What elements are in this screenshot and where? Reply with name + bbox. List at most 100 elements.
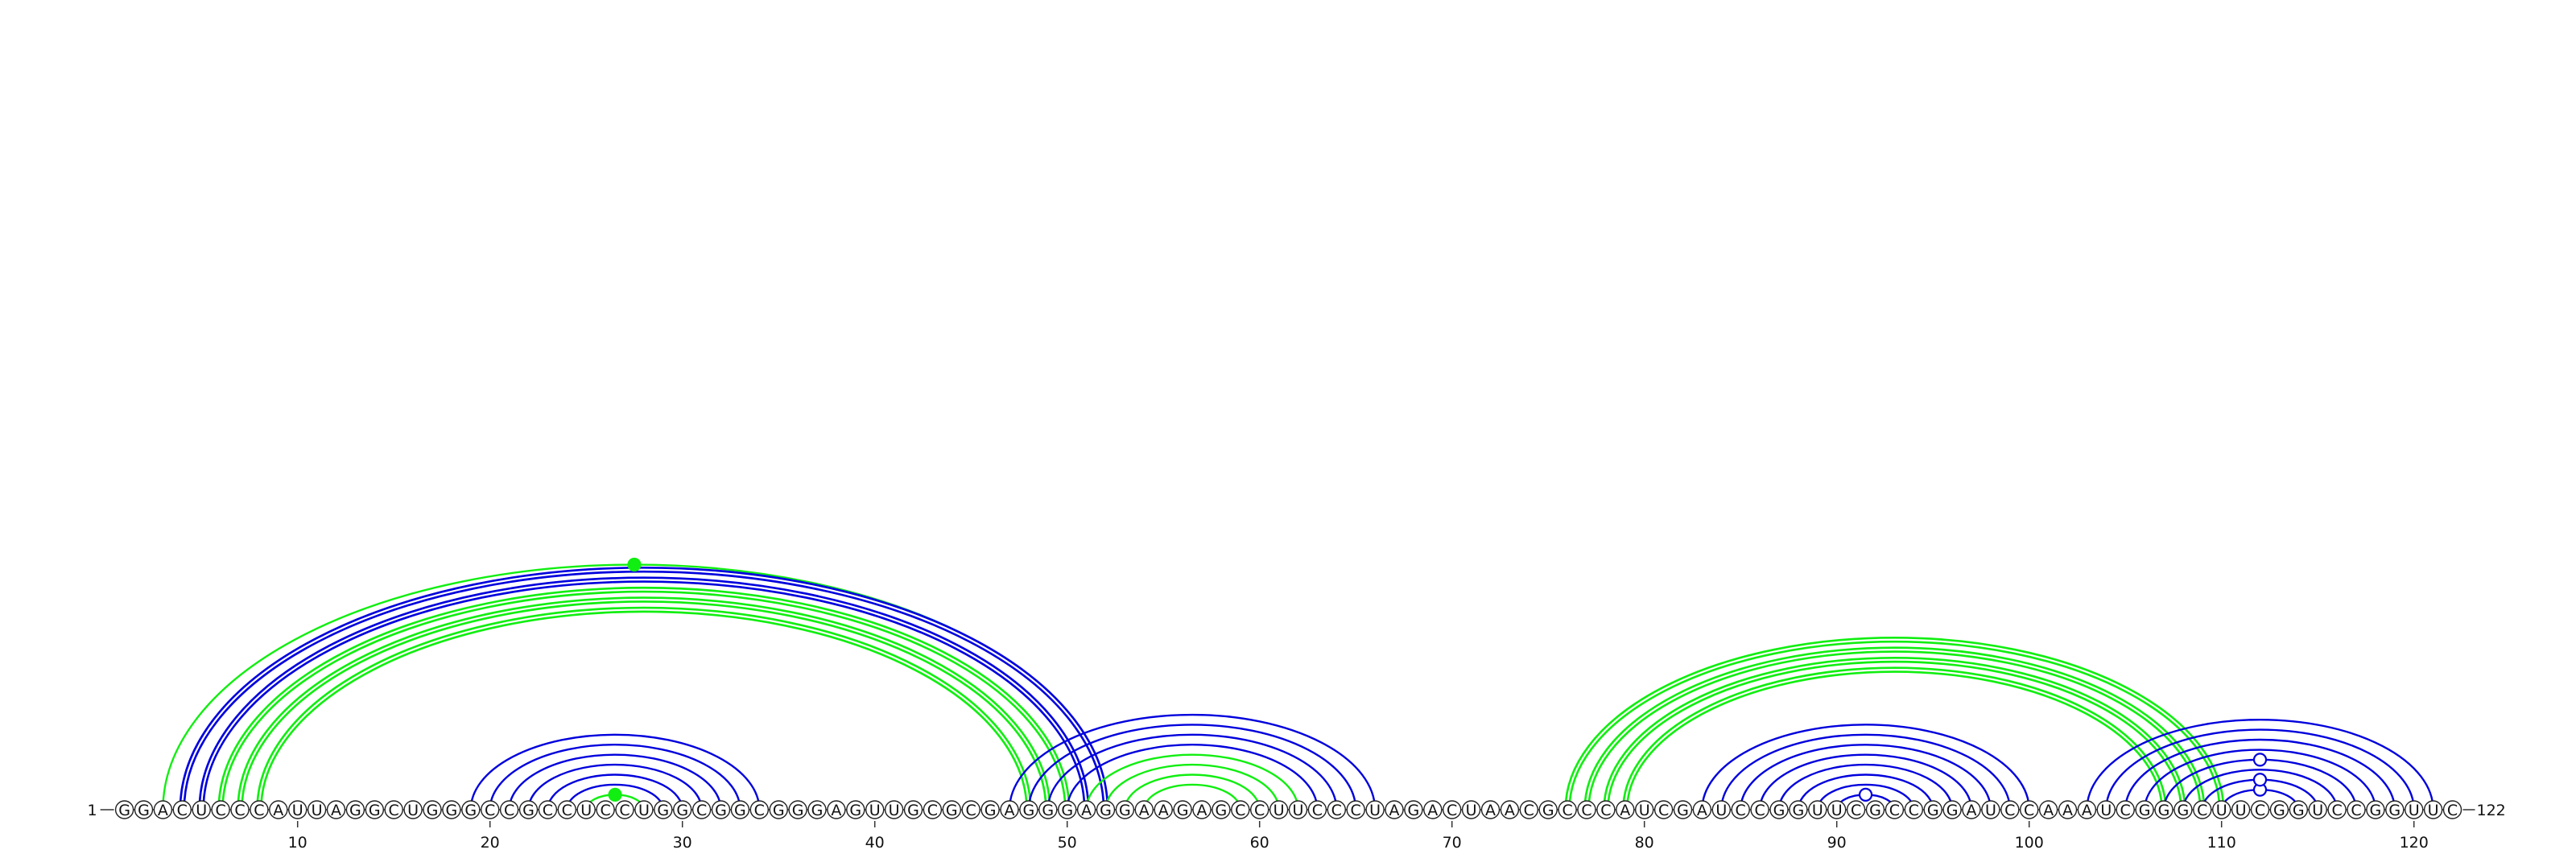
nucleotide: G — [365, 800, 384, 819]
nucleotide-letter: U — [2409, 802, 2420, 819]
arc-86-97 — [1758, 753, 1973, 811]
nucleotide-letter: A — [158, 802, 168, 819]
nucleotide-letter: A — [831, 802, 841, 819]
nucleotide: A — [269, 800, 288, 819]
nucleotide: C — [2327, 800, 2347, 819]
nucleotide: C — [538, 800, 558, 819]
nucleotide: U — [307, 800, 327, 819]
nucleotide: C — [1249, 800, 1269, 819]
nucleotide-circle — [557, 800, 576, 819]
nucleotide: C — [749, 800, 769, 819]
nucleotide: C — [557, 800, 576, 819]
nucleotide-circle — [634, 800, 654, 819]
nucleotide: G — [1173, 800, 1192, 819]
nucleotide-letter: C — [927, 802, 938, 819]
nucleotide: G — [1038, 800, 1058, 819]
arc-6-50 — [217, 586, 1071, 811]
nucleotide: G — [345, 800, 365, 819]
arc-76-110 — [1564, 636, 2225, 811]
nucleotide-circle — [1423, 800, 1443, 819]
nucleotide-circle — [2231, 800, 2251, 819]
arc-78-108 — [1603, 656, 2186, 811]
nucleotide-letter: G — [1869, 802, 1881, 819]
nucleotide-letter: U — [292, 802, 303, 819]
nucleotide-letter: U — [1639, 802, 1650, 819]
nucleotide-circle — [1019, 800, 1038, 819]
nucleotide: A — [1423, 800, 1443, 819]
arc-89-94 — [1816, 783, 1915, 811]
arc-77-109 — [1583, 646, 2206, 811]
nucleotide: G — [807, 800, 827, 819]
nucleotide-letter: C — [504, 802, 514, 819]
nucleotide-circle — [2154, 800, 2174, 819]
nucleotide: U — [865, 800, 885, 819]
nucleotide: U — [288, 800, 308, 819]
nucleotide: G — [2366, 800, 2385, 819]
nucleotide: G — [1404, 800, 1423, 819]
end-position-label: 122 — [2477, 802, 2506, 819]
nucleotide: G — [134, 800, 154, 819]
nucleotide-circle — [1096, 800, 1116, 819]
nucleotide-circle — [269, 800, 288, 819]
nucleotide: C — [1519, 800, 1539, 819]
nucleotide-circle — [481, 800, 500, 819]
nucleotide: C — [2193, 800, 2212, 819]
nucleotide-letter: G — [1042, 802, 1054, 819]
nucleotide-letter: C — [1331, 802, 1342, 819]
nucleotide-letter: C — [1562, 802, 1572, 819]
nucleotide-circle — [2019, 800, 2039, 819]
nucleotide-circle — [1538, 800, 1558, 819]
nucleotide-letter: G — [118, 802, 130, 819]
arc-47-66 — [1008, 713, 1377, 811]
nucleotide-letter: C — [1736, 802, 1746, 819]
nucleotide-circle — [1596, 800, 1616, 819]
nucleotide-letter: G — [1773, 802, 1785, 819]
nucleotide-letter: C — [1851, 802, 1861, 819]
nucleotide-letter: A — [331, 802, 341, 819]
arc-88-95 — [1797, 773, 1934, 811]
nucleotide-circle — [2211, 800, 2231, 819]
nucleotide-circle — [1846, 800, 1866, 819]
nucleotide-circle — [1634, 800, 1654, 819]
arc-8-48 — [256, 606, 1032, 811]
nucleotide-letter: C — [1889, 802, 1900, 819]
nucleotide: G — [2269, 800, 2289, 819]
nucleotide-circle — [2077, 800, 2097, 819]
nucleotide-circle — [1962, 800, 1981, 819]
nucleotide-circle — [1134, 800, 1154, 819]
arc-104-120 — [2105, 728, 2415, 811]
nucleotide-letter: A — [1620, 802, 1630, 819]
nucleotide-letter: G — [2370, 802, 2382, 819]
nucleotide-letter: C — [1909, 802, 1919, 819]
tick-label: 110 — [2207, 834, 2236, 852]
nucleotide: A — [1480, 800, 1501, 819]
nucleotide: A — [1076, 800, 1096, 819]
nucleotide: G — [730, 800, 750, 819]
nucleotide-letter: C — [2331, 802, 2342, 819]
nucleotide: C — [1346, 800, 1365, 819]
nucleotide-circle — [1461, 800, 1481, 819]
nucleotide-letter: C — [2197, 802, 2207, 819]
nucleotide-circle — [923, 800, 943, 819]
nucleotide: C — [1577, 800, 1596, 819]
marker-25-28 — [608, 787, 622, 802]
nucleotide: U — [1365, 800, 1385, 819]
nucleotide-letter: G — [773, 802, 785, 819]
nucleotide-circle — [192, 800, 211, 819]
nucleotide-circle — [1750, 800, 1769, 819]
nucleotide-letter: C — [2447, 802, 2458, 819]
arc-21-32 — [508, 753, 722, 811]
marker-109-115 — [2252, 773, 2268, 787]
nucleotide-circle — [2442, 800, 2462, 819]
nucleotide-circle — [250, 800, 269, 819]
nucleotide-letter: G — [1216, 802, 1228, 819]
nucleotide-circle — [1365, 800, 1385, 819]
nucleotide: U — [1634, 800, 1654, 819]
nucleotide-letter: U — [1831, 802, 1843, 819]
nucleotide-letter: C — [1524, 802, 1534, 819]
nucleotide-letter: U — [1274, 802, 1285, 819]
nucleotide-circle — [1346, 800, 1365, 819]
nucleotide-letter: C — [254, 802, 264, 819]
nucleotide-circle — [846, 800, 865, 819]
nucleotide: U — [1461, 800, 1481, 819]
